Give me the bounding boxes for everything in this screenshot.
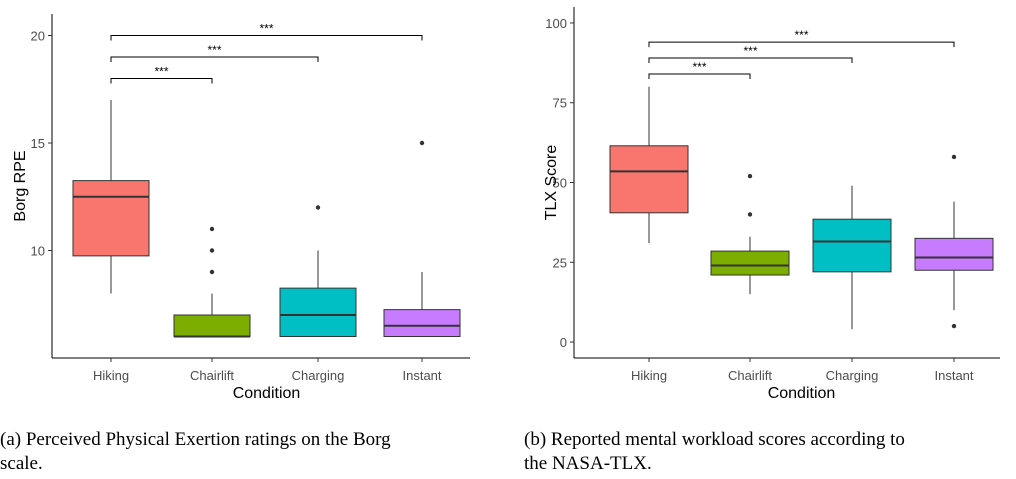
- caption-a-line-1: (a) Perceived Physical Exertion ratings …: [0, 429, 391, 450]
- a-significance-bracket: [110, 56, 319, 62]
- b-box-chairlift-outlier-point: [747, 212, 753, 217]
- a-x-axis-title: Condition: [233, 385, 301, 402]
- b-box-instant-outlier-point: [951, 154, 957, 160]
- b-significance-bracket: [648, 41, 955, 48]
- b-box-chairlift: [710, 250, 790, 276]
- a-y-tick-label: 10: [31, 244, 45, 259]
- a-significance-label: ***: [154, 65, 168, 79]
- a-significance-label: ***: [259, 22, 273, 36]
- b-y-tick-label: 75: [553, 96, 567, 111]
- a-box-instant: [383, 309, 461, 337]
- b-y-tick-label: 50: [553, 176, 567, 191]
- a-y-axis-title: Borg RPE: [12, 150, 29, 221]
- b-y-axis-title: TLX Score: [543, 145, 560, 221]
- b-significance-bracket: [648, 73, 751, 80]
- a-box-chairlift-outlier-point: [209, 248, 215, 253]
- b-box-chairlift-outlier-point: [747, 173, 753, 179]
- caption-b: (b) Reported mental workload scores acco…: [524, 428, 905, 476]
- b-significance-bracket: [648, 57, 853, 64]
- a-box-charging: [279, 287, 357, 337]
- a-box-charging-outlier-point: [315, 205, 321, 210]
- a-significance-label: ***: [207, 43, 221, 57]
- b-y-tick-label: 25: [553, 255, 567, 270]
- b-x-tick-label: Charging: [826, 368, 879, 383]
- a-y-tick-label: 20: [31, 29, 45, 44]
- caption-a-line-2: scale.: [0, 453, 43, 474]
- caption-b-line-2: the NASA-TLX.: [524, 453, 652, 474]
- b-x-tick-label: Chairlift: [728, 368, 772, 383]
- b-box-hiking: [609, 145, 689, 214]
- b-y-tick-label: 100: [545, 16, 567, 31]
- a-x-tick-label: Charging: [292, 368, 345, 383]
- a-box-chairlift-outlier-point: [209, 226, 215, 232]
- a-box-chairlift-outlier-point: [209, 269, 215, 275]
- b-x-tick-label: Instant: [934, 368, 973, 383]
- caption-b-line-1: (b) Reported mental workload scores acco…: [524, 429, 905, 450]
- b-box-charging: [812, 218, 892, 273]
- a-significance-bracket: [110, 78, 213, 84]
- b-significance-label: ***: [794, 28, 808, 42]
- a-x-tick-label: Instant: [402, 368, 441, 383]
- caption-a: (a) Perceived Physical Exertion ratings …: [0, 428, 391, 476]
- b-box-instant-outlier-point: [951, 323, 957, 329]
- b-y-tick-label: 0: [560, 335, 567, 350]
- b-x-tick-label: Hiking: [631, 368, 667, 383]
- b-x-axis-title: Condition: [768, 385, 836, 402]
- a-y-tick-label: 15: [31, 136, 45, 151]
- a-x-tick-label: Hiking: [93, 368, 129, 383]
- a-significance-bracket: [110, 35, 423, 41]
- a-x-tick-label: Chairlift: [190, 368, 234, 383]
- a-box-instant-outlier-point: [419, 140, 425, 146]
- b-significance-label: ***: [743, 44, 757, 58]
- a-box-chairlift: [173, 314, 251, 337]
- b-significance-label: ***: [692, 60, 706, 74]
- a-box-hiking: [72, 180, 150, 257]
- b-box-instant: [914, 237, 994, 271]
